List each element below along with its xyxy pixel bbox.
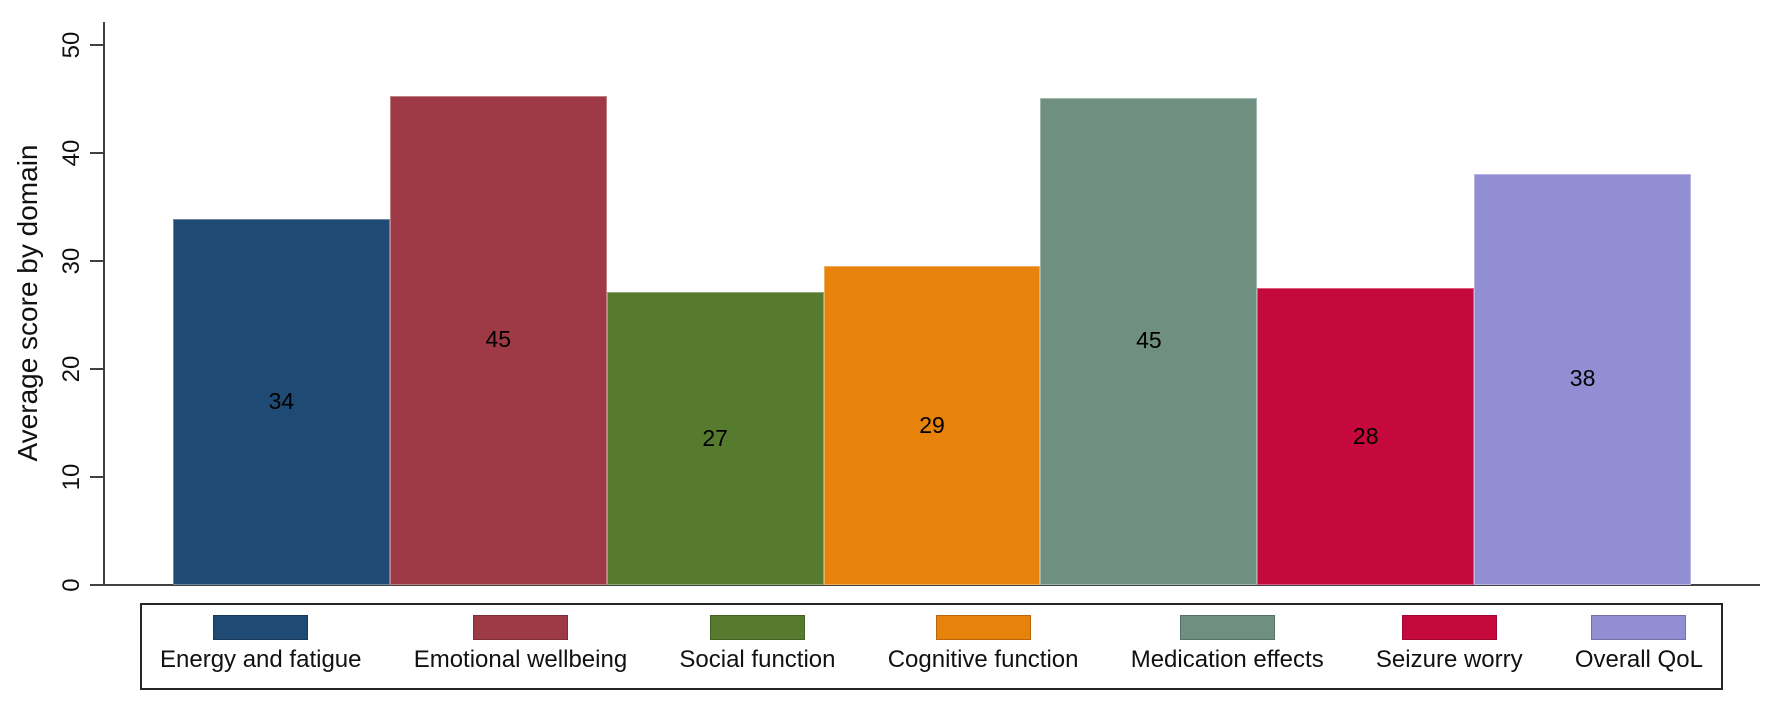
legend-label-social-function: Social function	[679, 646, 836, 673]
y-axis-title: Average score by domain	[12, 144, 43, 462]
y-tick-mark-50	[90, 44, 104, 46]
bar-value-label-emotional-wellbeing: 45	[485, 326, 512, 353]
bar-cognitive-function	[823, 266, 1041, 585]
bar-value-label-seizure-worry: 28	[1352, 422, 1379, 449]
legend-item-cognitive-function: Cognitive function	[887, 615, 1079, 674]
y-tick-label-40: 40	[58, 139, 85, 167]
legend-item-emotional-wellbeing: Emotional wellbeing	[414, 615, 627, 674]
bar-overall-qol	[1474, 173, 1692, 585]
legend-item-medication-effects: Medication effects	[1131, 615, 1324, 674]
bar-value-label-social-function: 27	[702, 424, 728, 451]
legend-item-social-function: Social function	[679, 615, 835, 674]
legend-swatch-cognitive-function	[935, 615, 1031, 640]
bar-emotional-wellbeing	[389, 95, 607, 585]
legend-swatch-overall-qol	[1591, 615, 1687, 640]
legend-label-seizure-worry: Seizure worry	[1375, 646, 1523, 673]
y-axis-line	[103, 22, 105, 586]
bar-social-function	[606, 292, 824, 585]
bar-value-label-cognitive-function: 29	[919, 411, 945, 438]
bar-energy-and-fatigue	[173, 218, 390, 585]
legend-item-overall-qol: Overall QoL	[1575, 615, 1703, 674]
legend-label-emotional-wellbeing: Emotional wellbeing	[413, 646, 628, 673]
bar-value-label-energy-and-fatigue: 34	[268, 387, 295, 414]
bar-value-label-overall-qol: 38	[1569, 365, 1596, 392]
y-tick-mark-30	[90, 260, 104, 262]
y-tick-label-50: 50	[58, 31, 85, 59]
legend-swatch-energy-and-fatigue	[213, 615, 309, 640]
legend-label-energy-and-fatigue: Energy and fatigue	[160, 646, 362, 673]
y-tick-label-20: 20	[58, 355, 85, 383]
legend-swatch-emotional-wellbeing	[472, 615, 568, 640]
x-axis-line	[103, 584, 1760, 586]
legend-swatch-seizure-worry	[1401, 615, 1497, 640]
y-tick-mark-40	[90, 152, 104, 154]
legend-label-cognitive-function: Cognitive function	[887, 646, 1079, 673]
legend-swatch-medication-effects	[1179, 615, 1275, 640]
y-tick-mark-20	[90, 368, 104, 370]
legend-item-seizure-worry: Seizure worry	[1376, 615, 1523, 674]
legend-label-overall-qol: Overall QoL	[1574, 646, 1703, 673]
y-tick-label-30: 30	[58, 247, 85, 275]
y-tick-label-0: 0	[58, 578, 85, 592]
bar-value-label-medication-effects: 45	[1136, 327, 1162, 354]
legend-label-medication-effects: Medication effects	[1130, 646, 1324, 673]
legend-swatch-social-function	[709, 615, 805, 640]
y-tick-mark-0	[90, 584, 104, 586]
bar-medication-effects	[1040, 97, 1258, 585]
legend: Energy and fatigue Emotional wellbeing Soc…	[140, 603, 1723, 690]
y-tick-mark-10	[90, 476, 104, 478]
y-tick-label-10: 10	[58, 463, 85, 491]
bar-seizure-worry	[1257, 288, 1475, 585]
legend-item-energy-and-fatigue: Energy and fatigue	[160, 615, 361, 674]
